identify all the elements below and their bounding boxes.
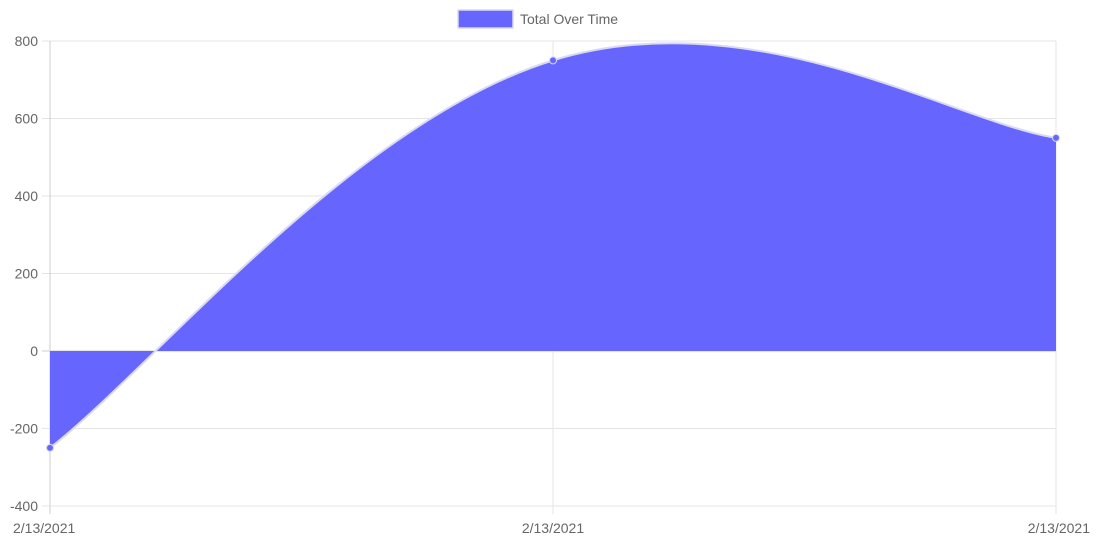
x-tick-label: 2/13/2021 bbox=[1028, 520, 1090, 536]
legend-swatch[interactable] bbox=[457, 9, 514, 29]
y-tick-label: 400 bbox=[15, 188, 39, 204]
plot-area bbox=[46, 42, 1060, 452]
y-tick-label: 200 bbox=[15, 266, 39, 282]
y-axis-ticks: 800 600 400 200 0 -200 -400 bbox=[10, 33, 38, 514]
x-tick-label: 2/13/2021 bbox=[13, 520, 75, 536]
legend-label[interactable]: Total Over Time bbox=[520, 11, 618, 27]
data-point[interactable] bbox=[46, 443, 54, 452]
y-tick-label: -400 bbox=[10, 498, 38, 514]
y-tick-label: 800 bbox=[15, 33, 39, 49]
x-tick-label: 2/13/2021 bbox=[522, 520, 584, 536]
data-point[interactable] bbox=[1052, 133, 1060, 142]
y-tick-label: -200 bbox=[10, 421, 38, 437]
y-tick-label: 0 bbox=[30, 343, 38, 359]
series-area-total-over-time bbox=[50, 43, 1056, 448]
data-point[interactable] bbox=[549, 56, 557, 65]
y-tick-label: 600 bbox=[15, 111, 39, 127]
x-axis-ticks: 2/13/2021 2/13/2021 2/13/2021 bbox=[13, 520, 1090, 536]
legend[interactable]: Total Over Time bbox=[457, 9, 618, 29]
